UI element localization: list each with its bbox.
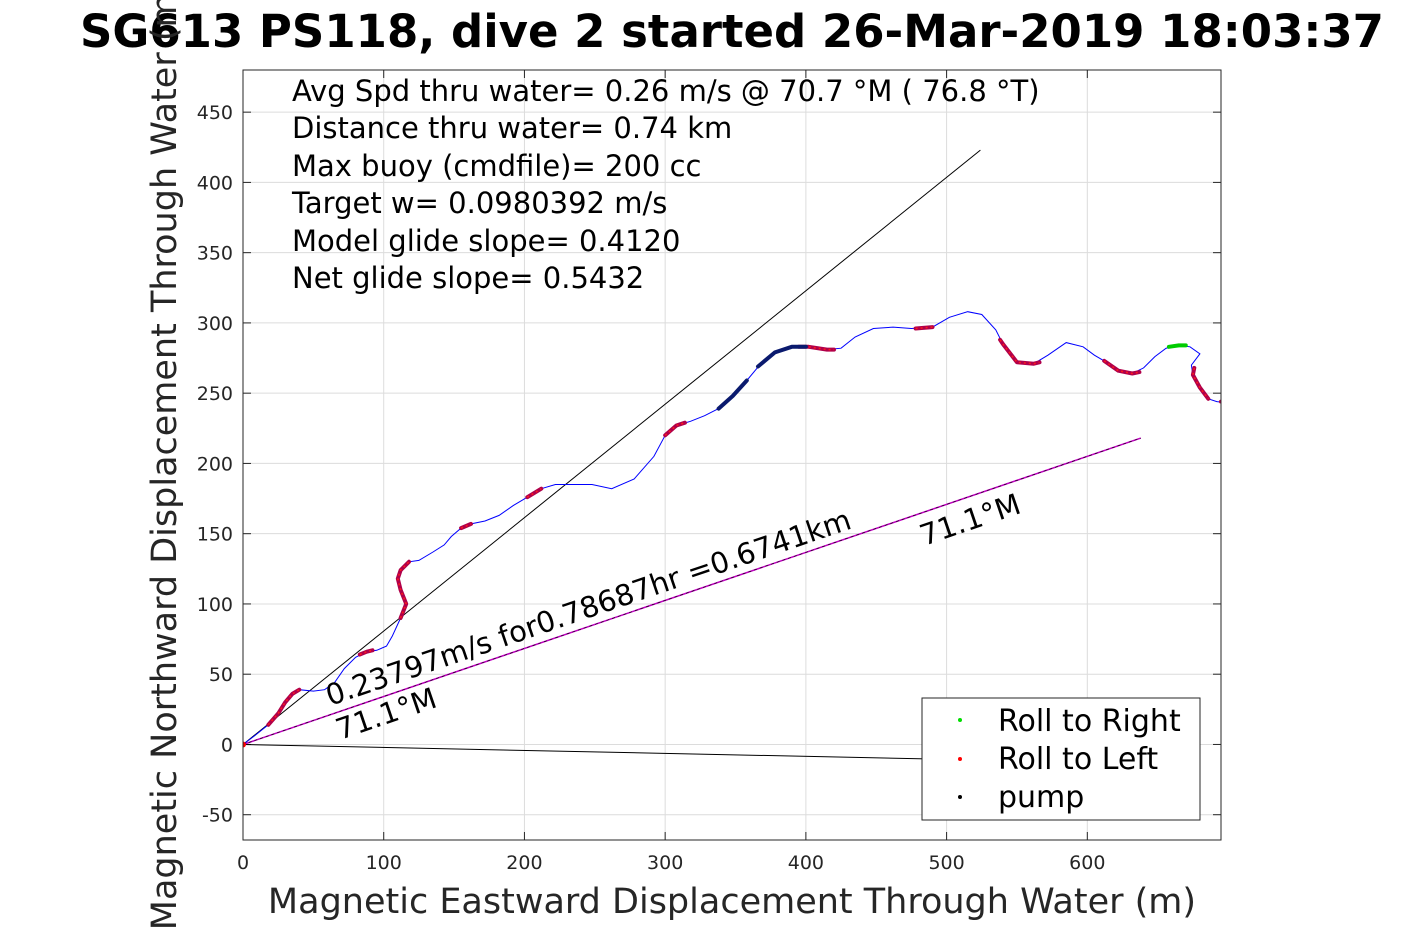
- bottom-line: [243, 744, 975, 761]
- legend-label-pump: pump: [998, 780, 1084, 815]
- roll-left-segment: [1219, 399, 1221, 404]
- roll-left-points: [397, 561, 410, 619]
- legend: Roll to Right Roll to Left pump: [921, 697, 1201, 821]
- roll-left-points: [267, 689, 300, 726]
- y-tick-label: 50: [209, 664, 233, 686]
- roll-left-points: [1103, 360, 1140, 375]
- y-tick-label: 300: [197, 313, 233, 335]
- series-layer: [243, 149, 1221, 761]
- y-tick-label: 100: [197, 594, 233, 616]
- roll-left-points: [999, 339, 1040, 365]
- annotation-max-buoy: Max buoy (cmdfile)= 200 cc: [292, 149, 701, 183]
- heading-line: [243, 149, 981, 745]
- plot-frame: [242, 69, 1222, 841]
- roll-left-segment: [1190, 365, 1211, 401]
- annotation-model-glide: Model glide slope= 0.4120: [292, 224, 680, 258]
- x-tick-label: 0: [237, 852, 249, 874]
- annotation-target-w: Target w= 0.0980392 m/s: [291, 186, 667, 220]
- roll-left-points: [460, 523, 472, 529]
- origin-point: [243, 741, 246, 748]
- y-tick-label: -50: [202, 805, 233, 827]
- roll-left-segment: [525, 486, 544, 500]
- legend-label-roll-left: Roll to Left: [998, 742, 1158, 777]
- x-tick-label: 600: [1069, 852, 1105, 874]
- roll-left-points: [664, 421, 686, 436]
- chart-title: SG613 PS118, dive 2 started 26-Mar-2019 …: [80, 5, 1384, 58]
- legend-marker-pump: [958, 795, 962, 799]
- pump-segment: [756, 344, 808, 369]
- current-line-overlay: [243, 437, 1141, 745]
- x-tick-label: 100: [366, 852, 402, 874]
- annotation-net-glide: Net glide slope= 0.5432: [292, 261, 644, 295]
- y-axis-label: Magnetic Northward Displacement Through …: [145, 0, 185, 930]
- pump-segment: [716, 378, 749, 411]
- series-clip-group: [243, 149, 1221, 761]
- legend-marker-roll-left: [958, 757, 962, 761]
- roll-right-segment: [1166, 343, 1188, 349]
- y-tick-labels: -50 0 50 100 150 200 250 300 350 400 450: [197, 102, 233, 827]
- roll-left-points: [798, 346, 834, 351]
- stats-annotations: Avg Spd thru water= 0.26 m/s @ 70.7 °M (…: [291, 74, 1040, 295]
- y-tick-label: 350: [197, 243, 233, 265]
- y-tick-label: 0: [221, 734, 233, 756]
- x-tick-label: 200: [506, 852, 542, 874]
- x-tick-label: 400: [788, 852, 824, 874]
- y-tick-label: 400: [197, 172, 233, 194]
- roll-left-points: [1220, 401, 1221, 403]
- y-tick-label: 450: [197, 102, 233, 124]
- x-tick-labels: 0 100 200 300 400 500 600: [237, 852, 1105, 874]
- roll-left-segment: [913, 325, 935, 331]
- legend-box: [921, 697, 1201, 821]
- annotation-avg-speed: Avg Spd thru water= 0.26 m/s @ 70.7 °M (…: [292, 74, 1040, 108]
- annotation-distance: Distance thru water= 0.74 km: [292, 111, 732, 145]
- legend-marker-roll-right: [958, 718, 962, 722]
- roll-left-points: [359, 649, 373, 656]
- x-axis-label: Magnetic Eastward Displacement Through W…: [268, 882, 1196, 922]
- y-tick-label: 150: [197, 524, 233, 546]
- x-tick-label: 300: [647, 852, 683, 874]
- y-tick-label: 200: [197, 453, 233, 475]
- y-tick-label: 250: [197, 383, 233, 405]
- x-tick-label: 500: [928, 852, 964, 874]
- legend-label-roll-right: Roll to Right: [998, 704, 1181, 739]
